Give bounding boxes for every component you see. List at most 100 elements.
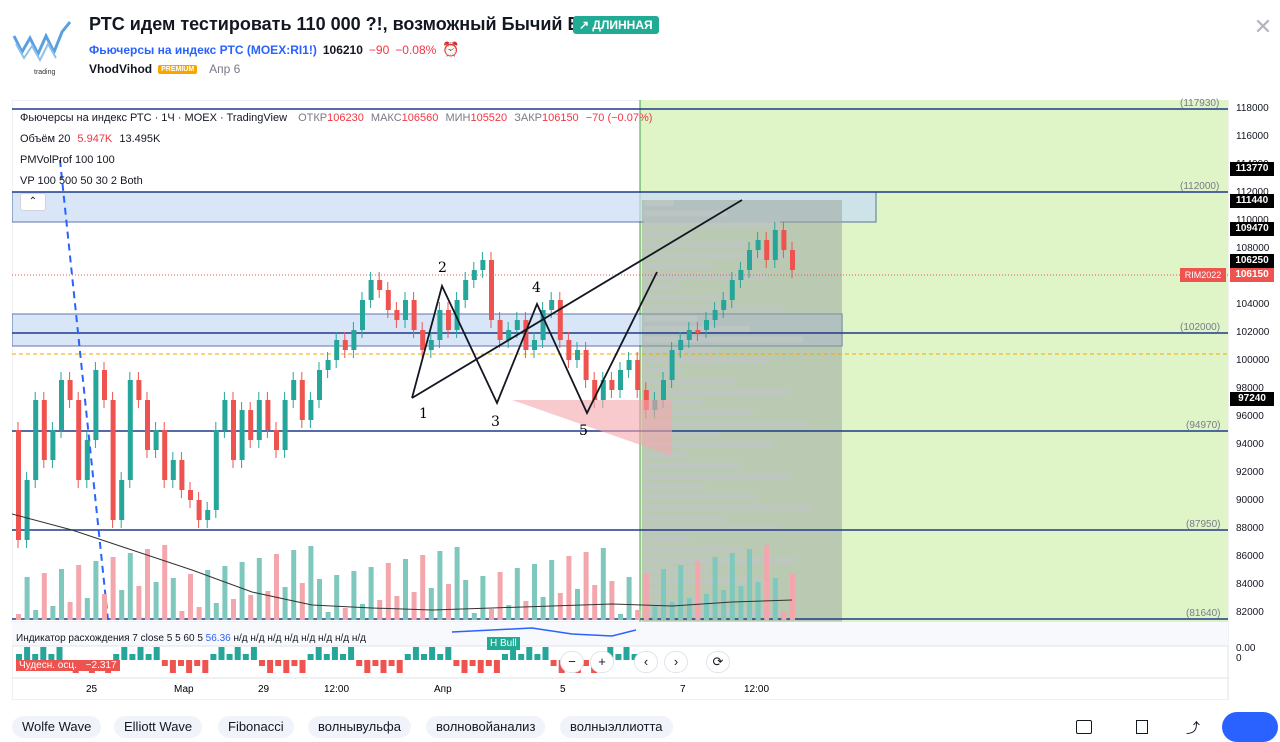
volume-bar (738, 586, 744, 620)
idea-title: РТС идем тестировать 110 000 ?!, возможн… (89, 14, 629, 34)
volume-bar (463, 580, 469, 620)
volume-bar (566, 556, 572, 620)
volume-bar (514, 568, 520, 620)
volume-bar (729, 553, 735, 620)
candle (299, 380, 305, 420)
volume-bar (704, 594, 709, 620)
candle (454, 300, 460, 330)
symbol-change-pct: −0.08% (395, 42, 437, 57)
alarm-clock-icon[interactable]: ⏰ (442, 41, 460, 57)
volume-bar (609, 581, 615, 620)
candle (84, 440, 90, 480)
volume-bar (686, 598, 692, 620)
volume-bar (643, 573, 649, 620)
candle (342, 340, 348, 350)
vp-bar (644, 357, 769, 364)
volume-bar (196, 607, 202, 620)
vp-bar (644, 252, 799, 259)
vp-bar (644, 536, 690, 542)
share-icon[interactable]: ⤴ (1186, 720, 1200, 736)
ao-bar (364, 660, 371, 673)
tag-wolfe-ru[interactable]: волнывульфа (308, 716, 411, 738)
candle (308, 400, 314, 420)
like-button[interactable] (1222, 712, 1278, 742)
author-name[interactable]: VhodVihod (89, 62, 153, 76)
reset-chart-button[interactable]: ⟳ (706, 651, 730, 673)
candle (428, 340, 434, 350)
volume-bars (16, 545, 795, 620)
volume-bar (282, 587, 288, 620)
price-tick: 84000 (1236, 579, 1264, 590)
volume-bar (231, 599, 236, 620)
ao-bar (48, 654, 55, 660)
ao-bar (356, 660, 363, 666)
vp-bar (644, 473, 792, 479)
volume-bar (437, 551, 443, 620)
candle (514, 320, 520, 330)
volume-bar (428, 588, 434, 620)
chart-legend-title: Фьючерсы на индекс РТС · 1Ч · MOEX · Tra… (20, 112, 653, 124)
candle (420, 330, 426, 350)
ao-bar (510, 647, 517, 660)
candle (102, 370, 107, 400)
volume-bar (256, 558, 262, 620)
volume-bar (170, 578, 176, 620)
volume-bar (532, 564, 537, 620)
volume-bar (592, 585, 598, 620)
time-label: 12:00 (324, 684, 349, 695)
zoom-in-button[interactable]: + (590, 651, 614, 673)
volume-bar (110, 557, 116, 620)
price-chart[interactable]: 1 2 3 4 5 25 Мар 29 12:00 Апр 5 7 12:00 (12, 100, 1268, 700)
candle (188, 490, 193, 500)
scroll-left-button[interactable]: ‹ (634, 651, 658, 673)
candle (549, 300, 555, 310)
tag-wolfe-wave[interactable]: Wolfe Wave (12, 716, 102, 738)
time-label: 25 (86, 684, 98, 695)
ao-bar (315, 647, 322, 660)
candle (59, 380, 64, 430)
volume-bar (385, 563, 391, 620)
scroll-right-button[interactable]: › (664, 651, 688, 673)
vp-bar (644, 483, 705, 490)
volume-bar (471, 613, 477, 620)
symbol-price-tag: RIM2022 (1180, 268, 1226, 282)
tag-fibonacci[interactable]: Fibonacci (218, 716, 294, 738)
vp-bar (644, 420, 807, 427)
ao-bar (210, 654, 217, 660)
ao-bar (388, 660, 395, 666)
candle (274, 430, 279, 450)
vp-bar (644, 305, 784, 311)
ao-bar (113, 654, 120, 660)
vp-bar (644, 431, 720, 437)
tag-elliott-ru[interactable]: волныэллиотта (560, 716, 673, 738)
candle (497, 320, 503, 340)
ao-bar (267, 660, 274, 673)
zoom-out-button[interactable]: − (560, 651, 584, 673)
tag-wave-analysis[interactable]: волновойанализ (426, 716, 546, 738)
volume-bar (136, 586, 142, 620)
ao-bar (234, 647, 241, 660)
vp-bar (644, 294, 731, 301)
collapse-legend-button[interactable]: ⌃ (20, 193, 46, 211)
tag-elliott-wave[interactable]: Elliott Wave (114, 716, 203, 738)
volume-bar (119, 590, 125, 620)
symbol-price: 106210 (322, 42, 363, 57)
vp-bar (644, 546, 743, 553)
candle (325, 360, 331, 370)
candle (712, 310, 718, 320)
price-pill: 109470 (1230, 222, 1274, 236)
candle (781, 230, 787, 250)
volume-bar (618, 614, 623, 620)
candle (437, 310, 443, 340)
time-label: 5 (560, 684, 566, 695)
candle (755, 240, 761, 250)
symbol-link[interactable]: Фьючерсы на индекс РТС (MOEX:RI1!) (89, 42, 317, 57)
candle (403, 300, 408, 320)
close-icon[interactable]: ✕ (1253, 14, 1273, 39)
author-logo[interactable]: trading (12, 14, 72, 76)
candle (463, 280, 469, 300)
price-tick: 116000 (1236, 131, 1269, 142)
price-tick: 100000 (1236, 355, 1270, 366)
volume-legend: Объём 20 5.947K 13.495K (20, 133, 161, 145)
volume-bar (213, 603, 219, 620)
